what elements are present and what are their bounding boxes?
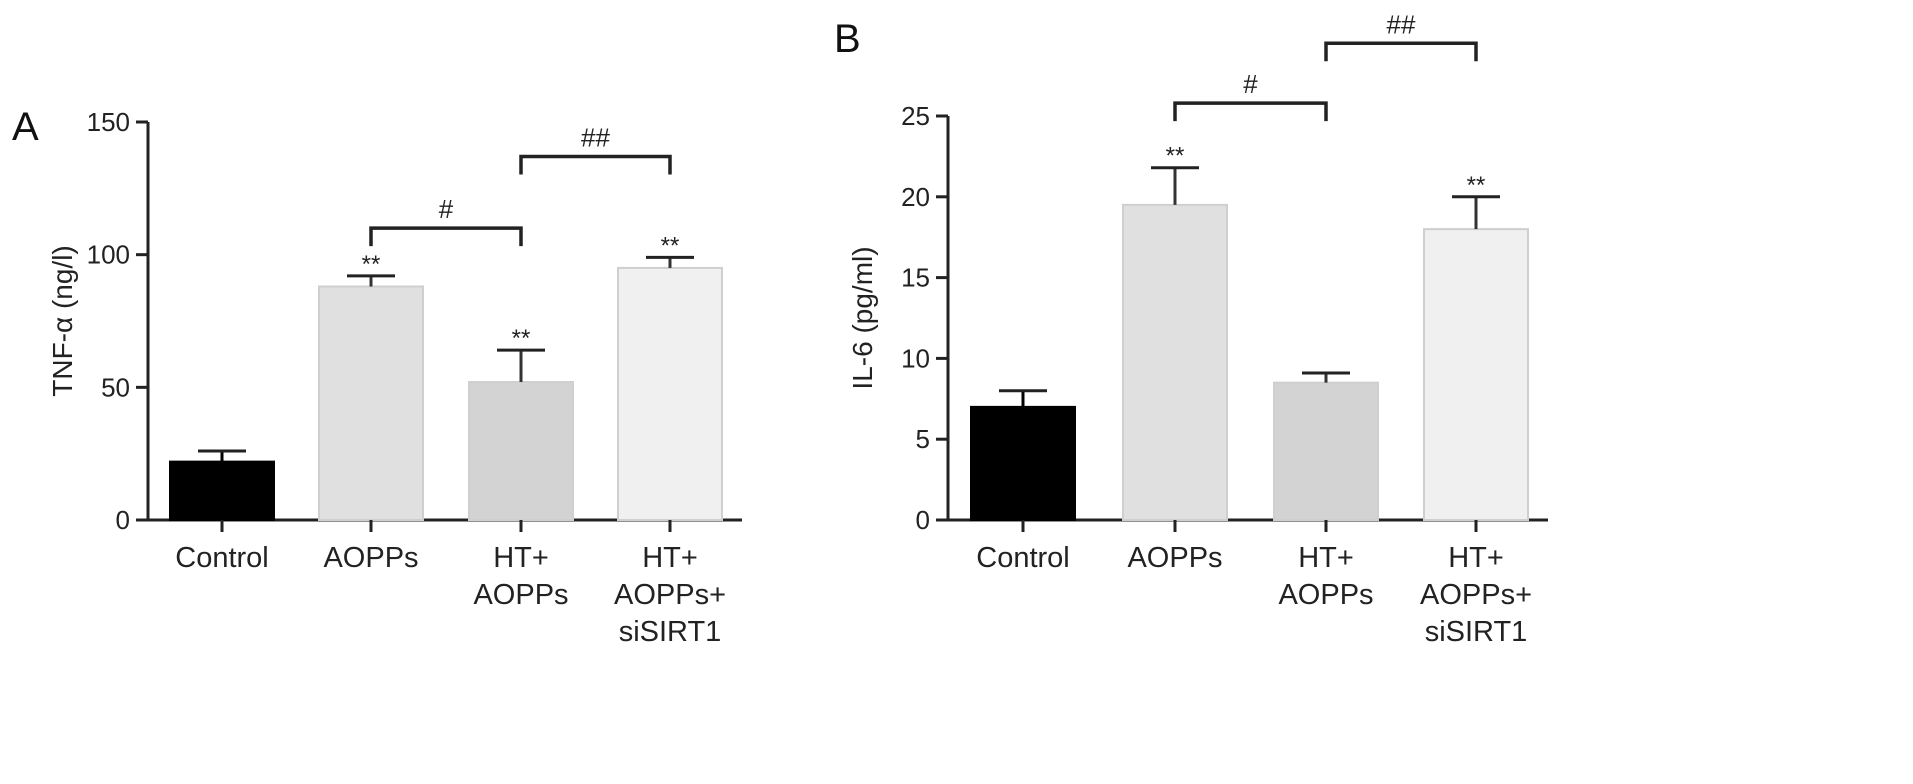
bar [1122,203,1228,521]
category-label: Control [175,542,269,574]
bar [1273,381,1379,522]
panel-a-chart: A TNF-α (ng/l) 0 50 100 150 Control ** AOPPs ** HT… [12,105,742,648]
y-tick-label: 15 [901,263,930,293]
comparison-label: # [439,194,454,224]
category-label: AOPPs [323,542,418,574]
y-tick-label: 20 [901,182,930,212]
panel-b-chart: B IL-6 (pg/ml) 0 5 10 15 20 25 Control ** AOPPs HT+… [834,9,1548,648]
significance-label: ** [362,251,381,278]
comparison-bracket [369,226,523,247]
category-label: HT+ [493,542,549,574]
bar [468,381,574,521]
category-label: HT+ [642,542,698,574]
category-label: AOPPs+ [614,579,726,611]
comparison-bracket [1173,101,1328,122]
comparison-label: ## [581,122,610,152]
y-tick-label: 25 [901,101,930,131]
y-tick-label: 100 [87,240,130,270]
panel-letter: B [834,17,861,61]
comparison-label: ## [1387,9,1416,39]
panel-letter: A [12,105,39,149]
category-label: HT+ [1298,542,1354,574]
y-axis-label: IL-6 (pg/ml) [847,246,878,389]
category-label: HT+ [1448,542,1504,574]
category-label: siSIRT1 [1425,616,1528,648]
y-tick-label: 5 [916,424,930,454]
significance-label: ** [661,232,680,259]
y-tick-label: 150 [87,107,130,137]
comparison-label: # [1243,69,1258,99]
y-tick-label: 0 [116,505,130,535]
y-tick-label: 10 [901,343,930,373]
bar [318,285,424,521]
category-label: AOPPs [1278,579,1373,611]
bar [169,460,275,522]
significance-label: ** [512,325,531,352]
category-label: AOPPs [473,579,568,611]
category-label: siSIRT1 [619,616,722,648]
comparison-bracket [1324,41,1478,62]
category-label: AOPPs [1127,542,1222,574]
significance-label: ** [1467,172,1486,199]
category-label: AOPPs+ [1420,579,1532,611]
bar [617,266,723,521]
significance-label: ** [1166,143,1185,170]
y-axis-label: TNF-α (ng/l) [47,245,78,397]
comparison-bracket [519,154,672,175]
category-label: Control [976,542,1070,574]
bar [1423,228,1529,521]
y-tick-label: 50 [101,372,130,402]
y-tick-label: 0 [916,505,930,535]
bar [970,405,1076,522]
